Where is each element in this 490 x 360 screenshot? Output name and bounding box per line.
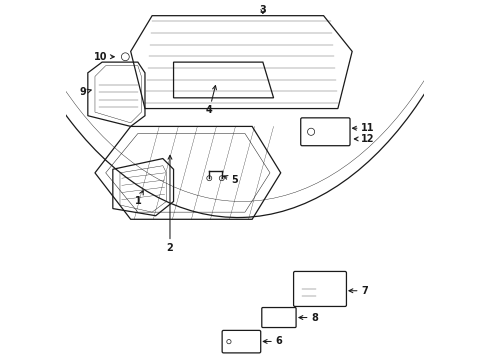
Text: 10: 10 bbox=[94, 52, 114, 62]
Text: 3: 3 bbox=[260, 5, 266, 15]
Text: 1: 1 bbox=[134, 191, 143, 206]
Text: 2: 2 bbox=[167, 156, 173, 253]
Text: 4: 4 bbox=[206, 86, 217, 115]
Text: 8: 8 bbox=[299, 312, 318, 323]
Text: 11: 11 bbox=[352, 123, 374, 133]
Text: 6: 6 bbox=[263, 337, 282, 346]
Text: 5: 5 bbox=[224, 175, 238, 185]
Text: 12: 12 bbox=[354, 134, 374, 144]
Text: 7: 7 bbox=[349, 286, 368, 296]
Text: 9: 9 bbox=[79, 87, 91, 98]
